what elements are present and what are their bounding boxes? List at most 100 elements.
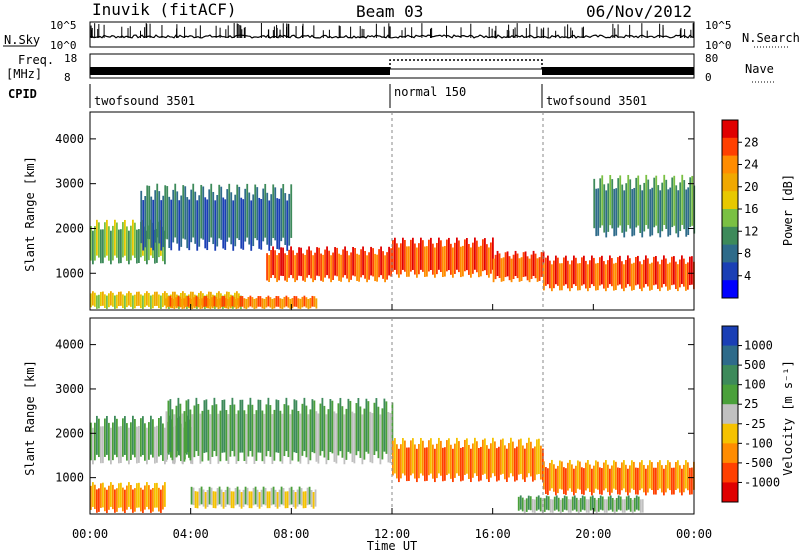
heat-cell [274, 250, 276, 279]
heat-cell [299, 298, 302, 309]
heat-cell [265, 404, 268, 457]
heat-cell [146, 427, 148, 465]
power-ytick-label: 3000 [55, 177, 84, 191]
heat-cell [406, 447, 408, 482]
heat-cell [252, 194, 255, 247]
heat-cell [160, 200, 163, 251]
heat-cell [191, 414, 194, 465]
heat-cell [603, 261, 605, 289]
heat-cell [273, 409, 276, 461]
heat-cell [559, 460, 561, 489]
heat-cell [362, 246, 364, 276]
heat-cell [227, 298, 230, 310]
heat-cell [516, 446, 518, 481]
heat-cell [573, 468, 575, 496]
heat-cell [201, 410, 204, 462]
heat-cell [547, 496, 550, 511]
heat-cell [150, 489, 152, 513]
heat-cell [286, 254, 288, 282]
heat-cell [239, 296, 242, 307]
heat-cell [458, 240, 460, 273]
heat-cell [98, 294, 100, 309]
heat-cell [300, 247, 302, 277]
heat-cell [228, 183, 231, 238]
heat-cell [220, 489, 223, 507]
heat-cell [253, 413, 256, 464]
velocity-colorbar-swatch [722, 443, 738, 464]
heat-cell [321, 397, 324, 452]
heat-cell [418, 243, 420, 275]
heat-cell [150, 295, 152, 309]
heat-cell [206, 199, 209, 251]
heat-cell [291, 409, 294, 461]
nsearch-label: N.Search [742, 31, 800, 45]
heat-cell [174, 291, 176, 306]
heat-cell [474, 237, 476, 270]
heat-cell [486, 445, 488, 480]
heat-cell [436, 242, 438, 275]
heat-cell [384, 255, 386, 283]
heat-cell [236, 291, 238, 306]
heat-cell [458, 441, 460, 476]
heat-cell [106, 295, 108, 310]
heat-cell [629, 498, 632, 512]
heat-cell [631, 189, 634, 237]
heat-cell [432, 243, 434, 275]
heat-cell [627, 468, 629, 496]
heat-cell [685, 189, 688, 237]
heat-cell [478, 246, 480, 278]
velocity-colorbar-swatch [722, 482, 738, 503]
power-colorbar-tick-label: 8 [744, 247, 751, 261]
heat-cell [631, 499, 634, 514]
heat-cell [274, 187, 277, 241]
heat-cell [270, 194, 273, 246]
heat-cell [130, 225, 132, 261]
power-colorbar-swatch [722, 226, 738, 246]
heat-cell [454, 443, 456, 478]
heat-cell [290, 184, 293, 238]
heat-cell [543, 263, 545, 291]
heat-cell [597, 188, 600, 236]
heat-cell [625, 183, 628, 232]
heat-cell [266, 192, 269, 245]
power-colorbar-swatch [722, 280, 738, 299]
time-axis: 00:00 04:00 08:00 12:00 16:00 20:00 00:00 [72, 304, 712, 541]
heat-cell [102, 291, 104, 306]
heat-cell [206, 490, 209, 508]
heat-cell [494, 254, 497, 280]
date-title: 06/Nov/2012 [586, 2, 692, 21]
heat-cell [187, 295, 190, 307]
heat-cell [259, 296, 262, 307]
heat-cell [613, 460, 615, 489]
heat-cell [406, 246, 408, 277]
x-tick-label: 12:00 [374, 527, 410, 541]
heat-cell [408, 447, 410, 481]
heat-cell [464, 239, 466, 272]
heat-cell [587, 264, 589, 292]
heat-cell [185, 400, 188, 454]
heat-cell [374, 253, 376, 282]
heat-cell [108, 293, 110, 308]
heat-cell [232, 200, 235, 251]
heat-cell [490, 443, 492, 478]
heat-cell [522, 252, 525, 277]
heat-cell [190, 486, 193, 505]
heat-cell [156, 228, 158, 263]
heat-cell [351, 411, 354, 463]
heat-cell [120, 482, 122, 508]
heat-cell [282, 247, 284, 277]
heat-cell [251, 404, 254, 457]
heat-cell [629, 179, 632, 229]
heat-cell [516, 253, 519, 279]
heat-cell [547, 255, 549, 285]
heat-cell [368, 252, 370, 280]
heat-cell [266, 491, 269, 509]
heat-cell [466, 438, 468, 474]
heat-cell [569, 459, 571, 489]
heat-cell [555, 468, 557, 496]
heat-cell [223, 399, 226, 453]
heat-cell [148, 422, 150, 460]
heat-cell [146, 482, 148, 507]
heat-cell [208, 486, 211, 505]
